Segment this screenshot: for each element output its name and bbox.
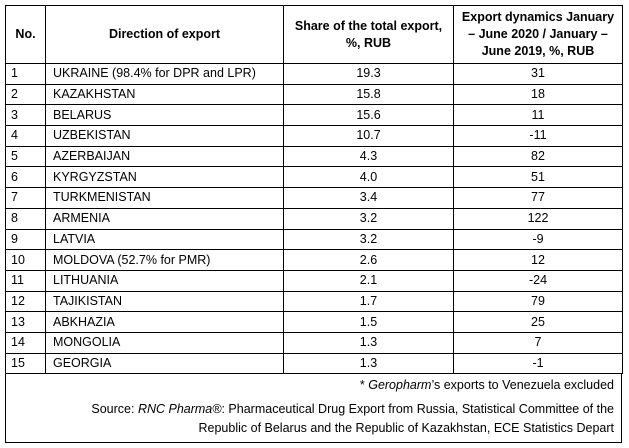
table-row: 7 TURKMENISTAN 3.4 77: [5, 187, 623, 209]
row-number: 5: [5, 145, 46, 168]
table-body: 1 UKRAINE (98.4% for DPR and LPR) 19.3 31 2 K…: [5, 63, 623, 375]
table-row: 13 ABKHAZIA 1.5 25: [5, 311, 623, 333]
table-row: 8 ARMENIA 3.2 122: [5, 207, 623, 230]
header-no: No.: [5, 5, 46, 64]
row-number: 15: [5, 352, 46, 375]
row-number: 8: [5, 207, 46, 230]
table-row: 4 UZBEKISTAN 10.7 -11: [5, 125, 623, 147]
table-row: 5 AZERBAIJAN 4.3 82: [5, 145, 623, 168]
source-prefix: Source:: [91, 401, 138, 416]
row-number: 3: [5, 104, 46, 127]
row-direction: GEORGIA: [45, 352, 284, 375]
row-dynamics: 25: [453, 311, 623, 333]
row-direction: BELARUS: [45, 104, 284, 127]
row-share: 15.8: [283, 83, 454, 106]
row-share: 3.2: [283, 207, 454, 230]
row-share: 2.6: [283, 249, 454, 271]
row-direction: KYRGYZSTAN: [45, 166, 284, 189]
row-share: 1.3: [283, 352, 454, 375]
row-direction: MOLDOVA (52.7% for PMR): [45, 249, 284, 271]
row-dynamics: 7: [453, 331, 623, 354]
row-dynamics: -1: [453, 352, 623, 375]
row-share: 1.3: [283, 331, 454, 354]
row-direction: AZERBAIJAN: [45, 145, 284, 168]
row-number: 7: [5, 187, 46, 209]
row-share: 3.4: [283, 187, 454, 209]
row-dynamics: 12: [453, 249, 623, 271]
row-dynamics: 82: [453, 145, 623, 168]
row-direction: ABKHAZIA: [45, 311, 284, 333]
header-dynamics: Export dynamics January – June 2020 / Ja…: [453, 5, 623, 64]
row-direction: LATVIA: [45, 228, 284, 251]
row-direction: MONGOLIA: [45, 331, 284, 354]
row-direction: KAZAKHSTAN: [45, 83, 284, 106]
table-row: 12 TAJIKISTAN 1.7 79: [5, 290, 623, 313]
row-direction: LITHUANIA: [45, 269, 284, 292]
footnote-company: Geropharm: [368, 378, 432, 393]
table-row: 9 LATVIA 3.2 -9: [5, 228, 623, 251]
row-share: 4.0: [283, 166, 454, 189]
table-row: 14 MONGOLIA 1.3 7: [5, 331, 623, 354]
row-dynamics: -9: [453, 228, 623, 251]
row-dynamics: 79: [453, 290, 623, 313]
row-number: 2: [5, 83, 46, 106]
table-header-row: No. Direction of export Share of the tot…: [5, 5, 623, 64]
row-direction: UKRAINE (98.4% for DPR and LPR): [45, 63, 284, 85]
row-direction: UZBEKISTAN: [45, 125, 284, 147]
table-row: 10 MOLDOVA (52.7% for PMR) 2.6 12: [5, 249, 623, 271]
row-share: 15.6: [283, 104, 454, 127]
row-number: 1: [5, 63, 46, 85]
source-line-1-text: : Pharmaceutical Drug Export from Russia…: [221, 401, 614, 416]
row-number: 12: [5, 290, 46, 313]
footnote-prefix: *: [359, 378, 369, 393]
row-direction: TAJIKISTAN: [45, 290, 284, 313]
source-publisher: RNC Pharma®: [137, 401, 222, 416]
header-direction: Direction of export: [45, 5, 284, 64]
table-row: 1 UKRAINE (98.4% for DPR and LPR) 19.3 31: [5, 63, 623, 85]
row-dynamics: 51: [453, 166, 623, 189]
table-row: 15 GEORGIA 1.3 -1: [5, 352, 623, 375]
row-number: 6: [5, 166, 46, 189]
source-line-2: Republic of Belarus and the Republic of …: [198, 421, 615, 436]
row-share: 2.1: [283, 269, 454, 292]
row-number: 14: [5, 331, 46, 354]
row-number: 4: [5, 125, 46, 147]
table-footer: * Geropharm’s exports to Venezuela exclu…: [5, 374, 622, 443]
row-number: 10: [5, 249, 46, 271]
row-number: 13: [5, 311, 46, 333]
row-share: 10.7: [283, 125, 454, 147]
row-share: 4.3: [283, 145, 454, 168]
footnote: * Geropharm’s exports to Venezuela exclu…: [10, 376, 614, 396]
row-share: 1.5: [283, 311, 454, 333]
table-row: 6 KYRGYZSTAN 4.0 51: [5, 166, 623, 189]
row-number: 11: [5, 269, 46, 292]
row-share: 1.7: [283, 290, 454, 313]
row-dynamics: -24: [453, 269, 623, 292]
row-dynamics: -11: [453, 125, 623, 147]
row-dynamics: 31: [453, 63, 623, 85]
header-share: Share of the total export, %, RUB: [283, 5, 454, 64]
row-share: 3.2: [283, 228, 454, 251]
row-number: 9: [5, 228, 46, 251]
row-dynamics: 11: [453, 104, 623, 127]
row-direction: ARMENIA: [45, 207, 284, 230]
row-dynamics: 77: [453, 187, 623, 209]
export-table-container: No. Direction of export Share of the tot…: [5, 5, 623, 443]
source-line-1: Source: RNC Pharma®: Pharmaceutical Drug…: [10, 400, 614, 420]
row-direction: TURKMENISTAN: [45, 187, 284, 209]
export-table: No. Direction of export Share of the tot…: [5, 5, 623, 375]
footnote-text: ’s exports to Venezuela excluded: [431, 378, 614, 393]
row-dynamics: 18: [453, 83, 623, 106]
table-row: 11 LITHUANIA 2.1 -24: [5, 269, 623, 292]
row-dynamics: 122: [453, 207, 623, 230]
table-row: 3 BELARUS 15.6 11: [5, 104, 623, 127]
row-share: 19.3: [283, 63, 454, 85]
table-row: 2 KAZAKHSTAN 15.8 18: [5, 83, 623, 106]
